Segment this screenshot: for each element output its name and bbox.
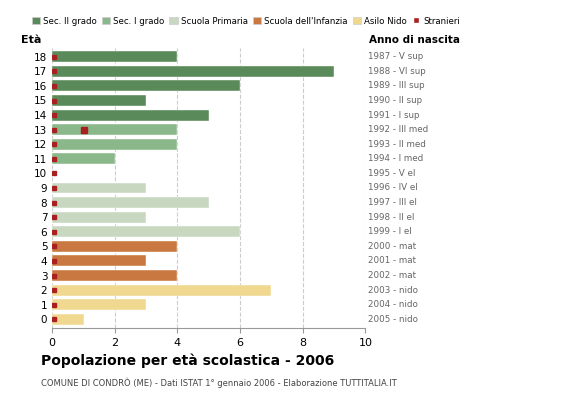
- Bar: [52, 314, 84, 325]
- Text: 1995 - V el: 1995 - V el: [368, 169, 416, 178]
- Text: 1990 - II sup: 1990 - II sup: [368, 96, 422, 105]
- Text: 1992 - III med: 1992 - III med: [368, 125, 429, 134]
- Bar: [52, 182, 146, 194]
- Bar: [52, 197, 209, 208]
- Text: 1999 - I el: 1999 - I el: [368, 227, 412, 236]
- Text: 2005 - nido: 2005 - nido: [368, 315, 418, 324]
- Text: 1987 - V sup: 1987 - V sup: [368, 52, 423, 61]
- Bar: [52, 51, 177, 62]
- Text: 2000 - mat: 2000 - mat: [368, 242, 416, 251]
- Text: 2004 - nido: 2004 - nido: [368, 300, 418, 309]
- Bar: [52, 256, 146, 266]
- Bar: [52, 153, 115, 164]
- Text: 1996 - IV el: 1996 - IV el: [368, 184, 418, 192]
- Bar: [52, 80, 240, 91]
- Bar: [52, 299, 146, 310]
- Text: 1993 - II med: 1993 - II med: [368, 140, 426, 149]
- Bar: [52, 226, 240, 237]
- Text: Popolazione per età scolastica - 2006: Popolazione per età scolastica - 2006: [41, 354, 334, 368]
- Bar: [52, 212, 146, 223]
- Bar: [52, 124, 177, 135]
- Text: 1994 - I med: 1994 - I med: [368, 154, 423, 163]
- Bar: [52, 285, 271, 296]
- Bar: [52, 241, 177, 252]
- Bar: [52, 95, 146, 106]
- Bar: [52, 139, 177, 150]
- Text: 1991 - I sup: 1991 - I sup: [368, 110, 420, 120]
- Bar: [52, 270, 177, 281]
- Text: Età: Età: [21, 35, 41, 45]
- Bar: [52, 66, 334, 77]
- Text: COMUNE DI CONDRÒ (ME) - Dati ISTAT 1° gennaio 2006 - Elaborazione TUTTITALIA.IT: COMUNE DI CONDRÒ (ME) - Dati ISTAT 1° ge…: [41, 378, 396, 388]
- Legend: Sec. II grado, Sec. I grado, Scuola Primaria, Scuola dell'Infanzia, Asilo Nido, : Sec. II grado, Sec. I grado, Scuola Prim…: [28, 13, 463, 29]
- Text: 1997 - III el: 1997 - III el: [368, 198, 417, 207]
- Bar: [52, 110, 209, 120]
- Text: 2001 - mat: 2001 - mat: [368, 256, 416, 266]
- Text: Anno di nascita: Anno di nascita: [368, 35, 459, 45]
- Text: 2003 - nido: 2003 - nido: [368, 286, 418, 294]
- Text: 1989 - III sup: 1989 - III sup: [368, 82, 425, 90]
- Text: 1988 - VI sup: 1988 - VI sup: [368, 67, 426, 76]
- Text: 1998 - II el: 1998 - II el: [368, 213, 415, 222]
- Text: 2002 - mat: 2002 - mat: [368, 271, 416, 280]
